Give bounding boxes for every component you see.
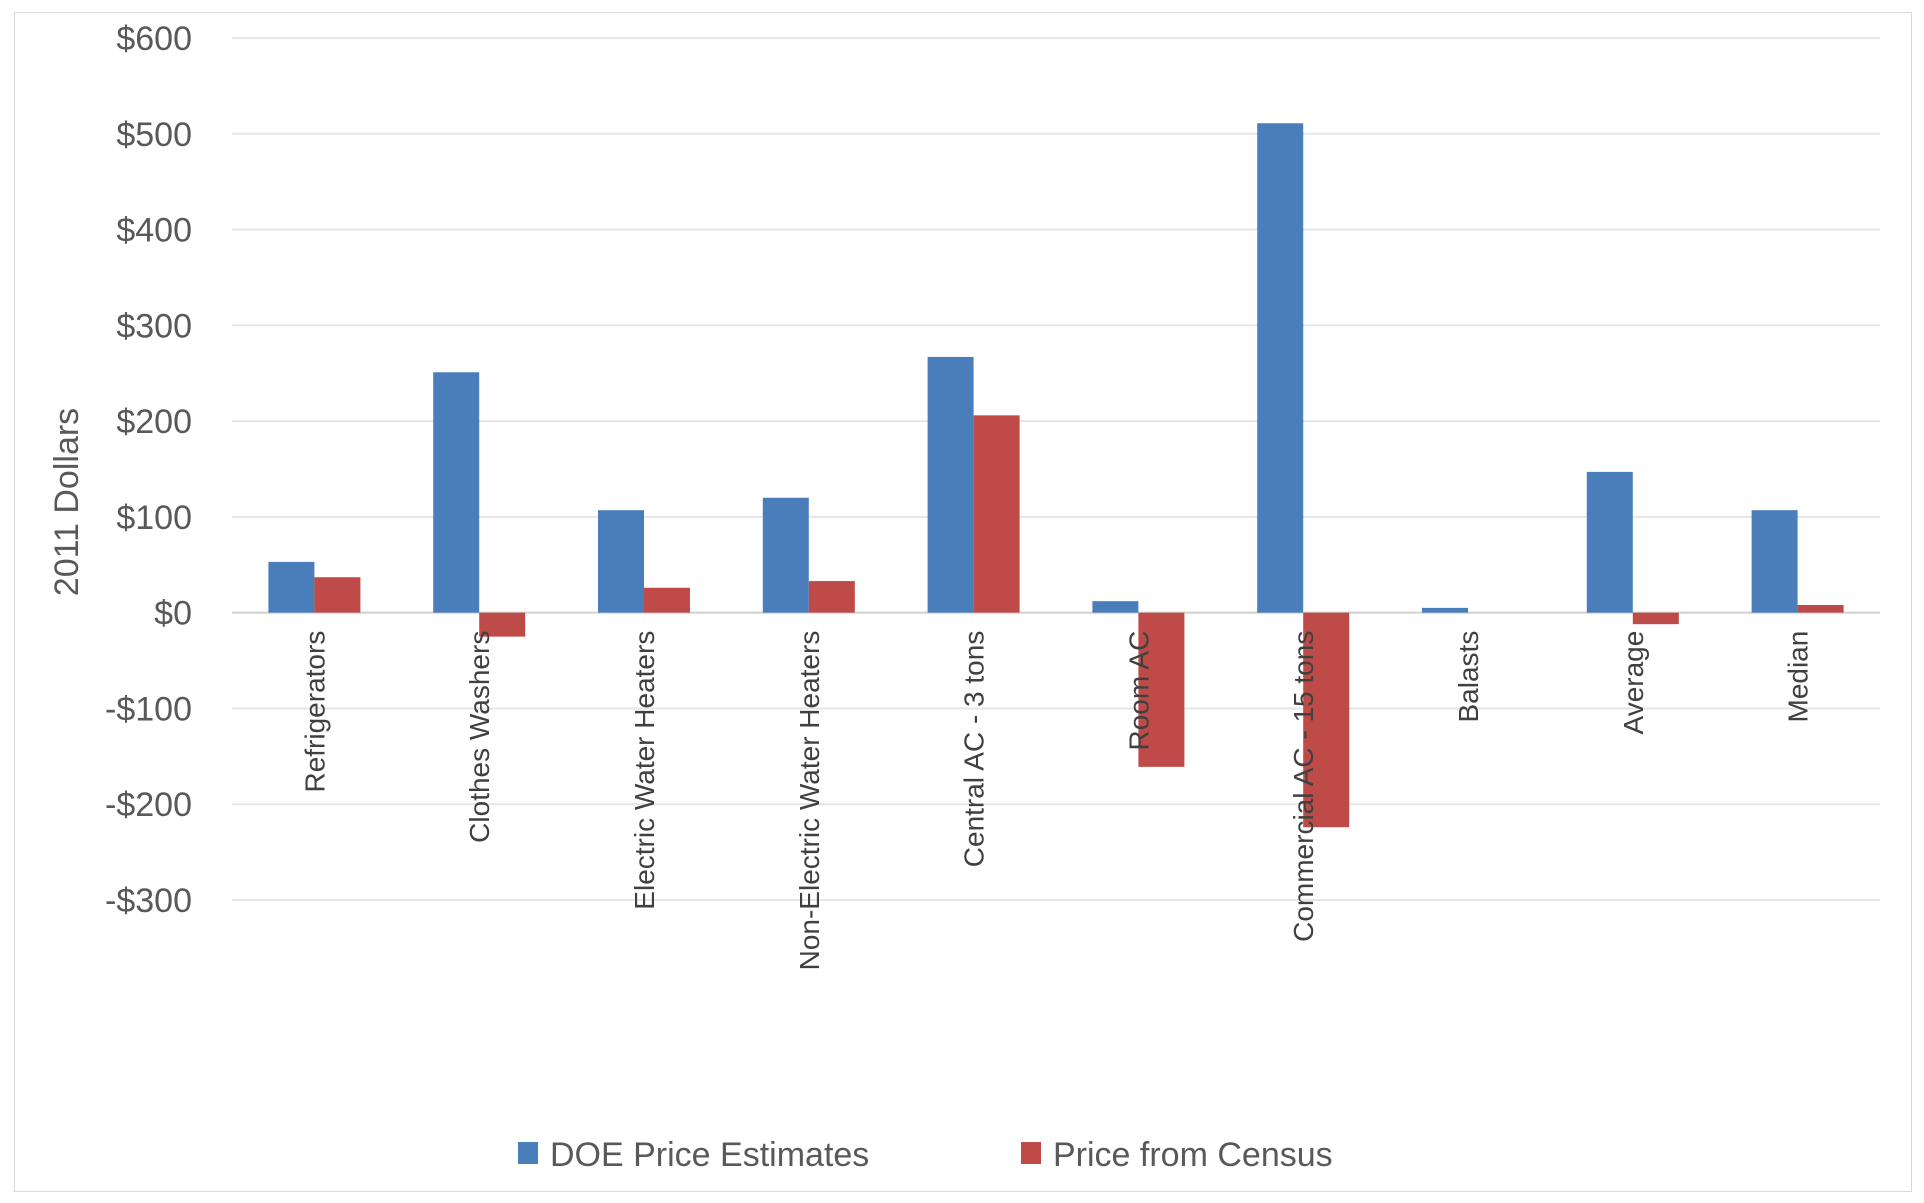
y-tick-label: -$200: [105, 786, 192, 824]
gridlines: [232, 37, 1880, 901]
x-category-label: Room AC: [1123, 631, 1154, 751]
legend-item-doe[interactable]: DOE Price Estimates: [518, 1136, 869, 1174]
x-category-label: Balasts: [1453, 631, 1484, 723]
x-category-label: Refrigerators: [299, 631, 330, 793]
bar-census-6[interactable]: [1138, 612, 1185, 767]
x-category-label: Central AC - 3 tons: [959, 631, 990, 868]
x-category-label: Average: [1618, 631, 1649, 735]
y-tick-label: -$300: [105, 882, 192, 920]
bars: [268, 123, 1844, 828]
y-tick-label: $100: [116, 499, 192, 537]
bar-doe-7[interactable]: [1257, 123, 1304, 613]
legend: DOE Price Estimates Price from Census: [518, 1136, 1333, 1174]
y-axis-title: 2011 Dollars: [48, 408, 86, 596]
legend-swatch-doe: [518, 1142, 538, 1164]
y-tick-label: $600: [116, 20, 192, 58]
x-category-label: Commercial AC - 15 tons: [1288, 631, 1319, 942]
bar-doe-2[interactable]: [433, 372, 480, 613]
bar-census-5[interactable]: [973, 415, 1020, 613]
y-tick-label: $400: [116, 212, 192, 250]
bar-doe-4[interactable]: [762, 497, 809, 613]
bar-doe-9[interactable]: [1586, 471, 1633, 613]
legend-swatch-census: [1021, 1142, 1041, 1164]
bar-doe-1[interactable]: [268, 561, 315, 613]
bar-census-3[interactable]: [644, 587, 690, 613]
bar-doe-10[interactable]: [1751, 510, 1798, 613]
x-axis-category-labels: Refrigerators Clothes Washers Electric Wat…: [299, 631, 1813, 971]
x-category-label: Clothes Washers: [464, 631, 495, 843]
bar-doe-5[interactable]: [927, 356, 974, 613]
y-tick-label: $300: [116, 307, 192, 345]
legend-label-doe: DOE Price Estimates: [550, 1136, 869, 1174]
x-category-label: Median: [1783, 631, 1814, 723]
legend-label-census: Price from Census: [1053, 1136, 1333, 1174]
bar-census-9[interactable]: [1632, 612, 1679, 625]
bar-doe-3[interactable]: [598, 510, 644, 613]
legend-item-census[interactable]: Price from Census: [1021, 1136, 1333, 1174]
bar-census-7[interactable]: [1303, 612, 1350, 828]
x-category-label: Electric Water Heaters: [629, 631, 660, 910]
bar-census-2[interactable]: [479, 612, 526, 637]
bar-census-1[interactable]: [314, 577, 361, 613]
bar-doe-8[interactable]: [1422, 607, 1468, 613]
y-tick-label: $200: [116, 403, 192, 441]
bar-doe-6[interactable]: [1092, 601, 1139, 613]
y-axis-ticks: -$300 -$200 -$100 $0 $100 $200 $300 $400 $500 $60…: [105, 20, 192, 920]
y-tick-label: -$100: [105, 690, 192, 728]
y-tick-label: $500: [116, 116, 192, 154]
x-category-label: Non-Electric Water Heaters: [794, 631, 825, 971]
bar-census-4[interactable]: [808, 581, 855, 613]
bar-census-10[interactable]: [1797, 605, 1844, 613]
y-tick-label: $0: [154, 595, 192, 633]
